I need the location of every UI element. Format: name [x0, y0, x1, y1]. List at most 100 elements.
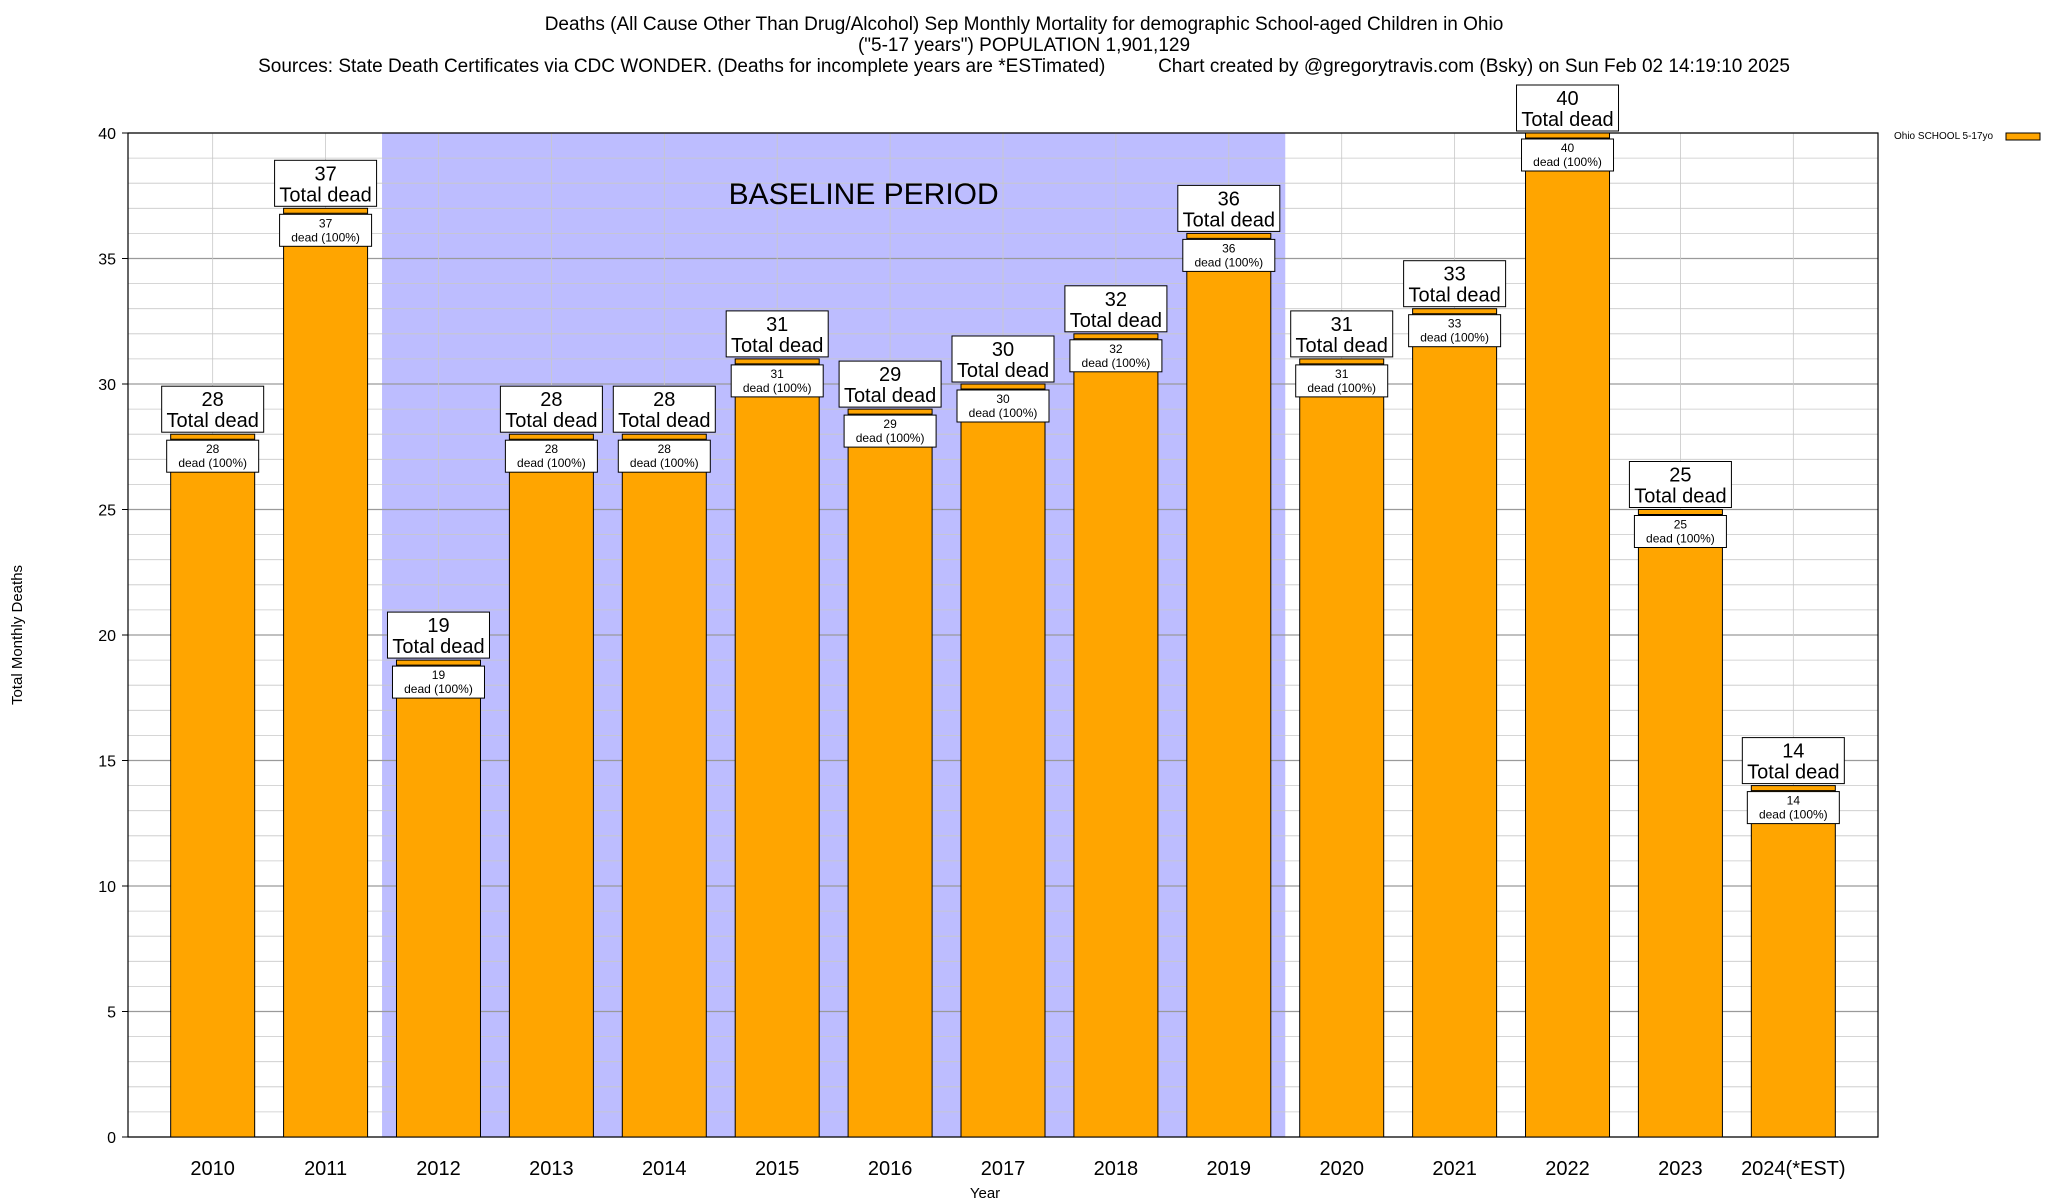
total-label-text: Total dead — [1070, 310, 1162, 332]
total-label-box — [1403, 260, 1507, 308]
legend-swatch — [2005, 132, 2041, 141]
total-label-box — [1516, 84, 1620, 132]
total-label-value: 33 — [1443, 264, 1465, 286]
y-tick-label: 0 — [107, 1130, 116, 1147]
bar — [1750, 785, 1836, 1138]
y-tick-label: 40 — [98, 126, 116, 143]
inner-label-value: 25 — [1674, 518, 1688, 532]
x-tick-label: 2014 — [642, 1158, 687, 1180]
inner-label-box — [504, 439, 598, 473]
total-label-box — [1741, 737, 1845, 785]
y-tick-label: 5 — [107, 1005, 116, 1022]
inner-label-box — [1069, 339, 1163, 373]
bar — [1412, 308, 1498, 1138]
total-label-value: 30 — [992, 339, 1014, 361]
total-label-text: Total dead — [167, 410, 259, 432]
total-label-box — [1628, 461, 1732, 508]
inner-label-text: dead (100%) — [178, 456, 247, 470]
total-label-box — [725, 310, 829, 358]
total-label-value: 37 — [314, 163, 336, 185]
x-tick-label: 2011 — [304, 1158, 347, 1180]
x-tick-label: 2022 — [1545, 1158, 1590, 1180]
total-label-value: 36 — [1218, 188, 1240, 210]
inner-label-box — [391, 665, 485, 699]
inner-label-box — [956, 389, 1050, 423]
bar — [734, 358, 820, 1138]
inner-label-text: dead (100%) — [404, 682, 473, 696]
total-label-value: 29 — [879, 364, 901, 386]
total-label-text: Total dead — [1183, 209, 1275, 231]
total-label-box — [386, 611, 490, 659]
bar — [621, 433, 707, 1138]
x-tick-label: 2017 — [981, 1158, 1026, 1180]
total-label-box — [1290, 310, 1394, 358]
total-label-value: 19 — [427, 615, 449, 637]
inner-label-box — [1633, 515, 1727, 548]
total-label-box — [499, 385, 603, 433]
inner-label-value: 40 — [1561, 141, 1575, 155]
legend-label: Ohio SCHOOL 5-17yo — [1894, 131, 1994, 142]
total-label-box — [274, 159, 378, 207]
inner-label-text: dead (100%) — [743, 381, 812, 395]
inner-label-text: dead (100%) — [1420, 331, 1489, 345]
inner-label-value: 19 — [432, 668, 446, 682]
x-tick-label: 2012 — [416, 1158, 461, 1180]
chart-sources-line: Sources: State Death Certificates via CD… — [0, 56, 2048, 77]
inner-label-value: 37 — [319, 216, 333, 230]
inner-label-text: dead (100%) — [291, 230, 360, 244]
total-label-value: 28 — [653, 389, 675, 411]
chart-subtitle: ("5-17 years") POPULATION 1,901,129 — [857, 35, 1191, 56]
total-label-value: 25 — [1669, 465, 1691, 487]
total-label-text: Total dead — [844, 385, 936, 407]
total-label-text: Total dead — [1521, 109, 1613, 131]
y-tick-label: 20 — [98, 628, 116, 645]
inner-label-text: dead (100%) — [1194, 255, 1263, 269]
total-label-text: Total dead — [957, 360, 1049, 382]
x-tick-label: 2021 — [1432, 1158, 1477, 1180]
x-tick-label: 2018 — [1094, 1158, 1139, 1180]
x-tick-label: 2024(*EST) — [1741, 1158, 1846, 1180]
y-tick-label: 25 — [98, 503, 116, 520]
total-label-value: 28 — [202, 389, 224, 411]
sources-text: Sources: State Death Certificates via CD… — [258, 56, 1106, 77]
y-tick-label: 15 — [98, 754, 116, 771]
bar — [508, 433, 594, 1138]
bar — [960, 383, 1046, 1138]
x-tick-label: 2023 — [1658, 1158, 1703, 1180]
y-tick-label: 30 — [98, 377, 116, 394]
x-tick-label: 2020 — [1319, 1158, 1364, 1180]
total-label-value: 28 — [540, 389, 562, 411]
total-label-text: Total dead — [1296, 335, 1388, 357]
inner-label-box — [730, 364, 824, 398]
total-label-text: Total dead — [618, 410, 710, 432]
total-label-text: Total dead — [1747, 762, 1839, 784]
inner-label-box — [279, 213, 373, 247]
total-label-box — [1177, 184, 1281, 232]
inner-label-value: 31 — [771, 367, 785, 381]
total-label-text: Total dead — [279, 184, 371, 206]
total-label-value: 31 — [1331, 314, 1353, 336]
total-label-box — [951, 335, 1055, 383]
inner-label-text: dead (100%) — [517, 456, 586, 470]
inner-label-box — [843, 414, 937, 448]
bar — [1637, 509, 1723, 1138]
inner-label-box — [166, 439, 260, 473]
inner-label-text: dead (100%) — [969, 406, 1038, 420]
x-tick-label: 2019 — [1207, 1158, 1252, 1180]
inner-label-box — [1746, 791, 1840, 825]
total-label-text: Total dead — [1634, 486, 1726, 508]
x-tick-label: 2013 — [529, 1158, 574, 1180]
inner-label-text: dead (100%) — [1533, 155, 1602, 169]
bar — [847, 408, 933, 1138]
total-label-value: 40 — [1556, 88, 1578, 110]
total-label-value: 14 — [1782, 741, 1804, 763]
inner-label-value: 14 — [1787, 794, 1801, 808]
total-label-text: Total dead — [505, 410, 597, 432]
credit-text: Chart created by @gregorytravis.com (Bsk… — [1158, 56, 1790, 77]
total-label-text: Total dead — [1408, 285, 1500, 307]
y-axis-label: Total Monthly Deaths — [9, 565, 26, 705]
y-tick-label: 35 — [98, 252, 116, 269]
total-label-text: Total dead — [731, 335, 823, 357]
inner-label-value: 31 — [1335, 367, 1349, 381]
